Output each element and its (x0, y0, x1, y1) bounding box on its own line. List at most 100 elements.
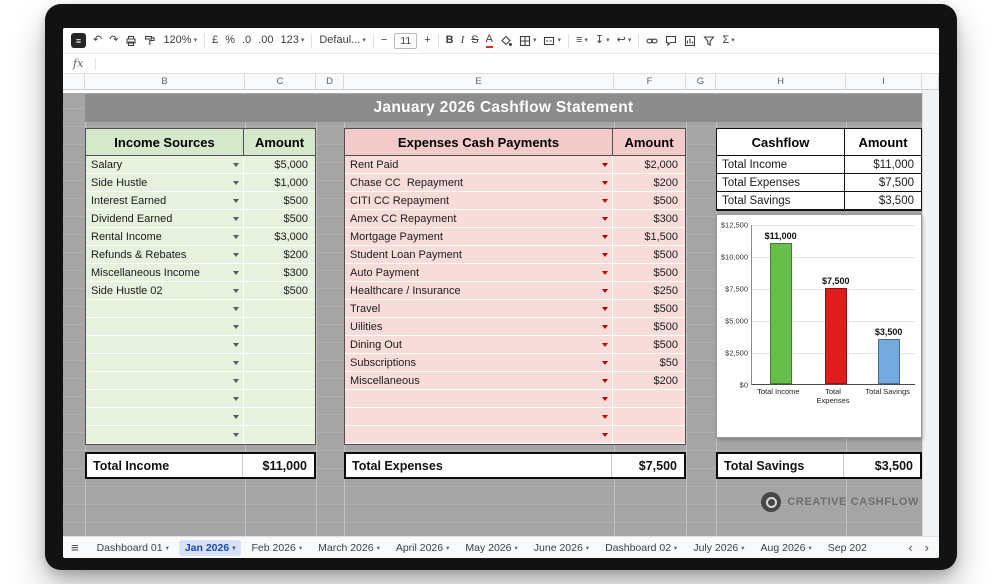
column-header-c[interactable]: C (245, 74, 316, 89)
expenses-amount-header[interactable]: Amount (624, 134, 674, 150)
table-row[interactable]: Side Hustle 02 $500 (86, 282, 315, 300)
increase-decimal-button[interactable]: .00 (258, 34, 274, 46)
zoom-select[interactable]: 120% ▾ (163, 34, 198, 46)
decrease-decimal-button[interactable]: .0 (242, 34, 252, 46)
table-row[interactable]: Refunds & Rebates $200 (86, 246, 315, 264)
dropdown-icon[interactable] (602, 198, 608, 203)
dropdown-icon[interactable] (233, 216, 239, 221)
table-row-empty[interactable] (345, 390, 685, 408)
sheet-tab-sep-2026[interactable]: Sep 202 (827, 541, 867, 554)
table-row[interactable]: Rent Paid $2,000 (345, 156, 685, 174)
income-header[interactable]: Income Sources (86, 129, 244, 155)
decrease-font-size-button[interactable]: − (380, 34, 388, 46)
italic-button[interactable]: I (460, 34, 465, 46)
table-row-empty[interactable] (86, 318, 315, 336)
sheet-tab-march-2026[interactable]: March 2026 ▾ (318, 541, 380, 554)
table-row[interactable]: Dining Out $500 (345, 336, 685, 354)
dropdown-icon[interactable] (602, 342, 608, 347)
sheet-tab-may-2026[interactable]: May 2026 ▾ (465, 541, 518, 554)
column-header-h[interactable]: H (716, 74, 846, 89)
table-row-empty[interactable] (86, 336, 315, 354)
table-row[interactable]: Auto Payment $500 (345, 264, 685, 282)
table-row-empty[interactable] (86, 300, 315, 318)
insert-comment-icon[interactable] (665, 35, 677, 47)
dropdown-icon[interactable] (233, 252, 239, 257)
table-row[interactable]: CITI CC Repayment $500 (345, 192, 685, 210)
strikethrough-button[interactable]: S (471, 34, 479, 46)
table-row-empty[interactable] (86, 354, 315, 372)
dropdown-icon[interactable] (602, 396, 608, 401)
tab-nav-prev-icon[interactable]: ‹ (908, 540, 913, 555)
dropdown-icon[interactable] (233, 234, 239, 239)
sheet-tab-july-2026[interactable]: July 2026 ▾ (693, 541, 745, 554)
table-row-empty[interactable] (86, 372, 315, 390)
text-color-button[interactable]: A (485, 33, 493, 48)
undo-icon[interactable]: ↶ (93, 34, 103, 46)
sheet-tab-dashboard-02[interactable]: Dashboard 02 ▾ (605, 541, 678, 554)
total-savings-row[interactable]: Total Savings $3,500 (716, 452, 922, 479)
redo-icon[interactable]: ↷ (109, 34, 119, 46)
table-row[interactable]: Total Expenses $7,500 (717, 174, 921, 192)
dropdown-icon[interactable] (233, 432, 239, 437)
all-sheets-icon[interactable]: ≡ (71, 540, 79, 555)
sheet-grid[interactable]: January 2026 Cashflow Statement Income S… (63, 90, 939, 536)
dropdown-icon[interactable] (602, 288, 608, 293)
table-row-empty[interactable] (86, 426, 315, 444)
dropdown-icon[interactable] (233, 378, 239, 383)
table-row[interactable]: Miscellaneous Income $300 (86, 264, 315, 282)
sheet-tab-aug-2026[interactable]: Aug 2026 ▾ (760, 541, 812, 554)
dropdown-icon[interactable] (233, 288, 239, 293)
dropdown-icon[interactable] (233, 198, 239, 203)
merge-cells-icon[interactable]: ▾ (543, 35, 561, 47)
tab-nav-next-icon[interactable]: › (924, 540, 929, 555)
borders-icon[interactable]: ▾ (519, 35, 536, 47)
sheet-tab-jan-2026[interactable]: Jan 2026 ▾ (178, 539, 242, 556)
bold-button[interactable]: B (445, 34, 454, 46)
filter-icon[interactable] (703, 35, 716, 47)
column-header-i[interactable]: I (846, 74, 922, 89)
table-row[interactable]: Subscriptions $50 (345, 354, 685, 372)
expenses-header[interactable]: Expenses Cash Payments (345, 129, 613, 155)
menu-toggle-icon[interactable]: ≡ (71, 33, 86, 48)
sheet-tab-dashboard-01[interactable]: Dashboard 01 ▾ (96, 541, 169, 554)
paint-format-icon[interactable] (144, 35, 156, 47)
print-icon[interactable] (125, 35, 137, 47)
table-row[interactable]: Student Loan Payment $500 (345, 246, 685, 264)
functions-button[interactable]: Σ ▾ (722, 34, 735, 46)
dropdown-icon[interactable] (602, 378, 608, 383)
table-row[interactable]: Side Hustle $1,000 (86, 174, 315, 192)
sheet-tab-june-2026[interactable]: June 2026 ▾ (533, 541, 590, 554)
dropdown-icon[interactable] (602, 234, 608, 239)
dropdown-icon[interactable] (233, 342, 239, 347)
increase-font-size-button[interactable]: + (424, 34, 431, 46)
table-row-empty[interactable] (345, 426, 685, 444)
table-row[interactable]: Mortgage Payment $1,500 (345, 228, 685, 246)
table-row[interactable]: Amex CC Repayment $300 (345, 210, 685, 228)
dropdown-icon[interactable] (602, 180, 608, 185)
column-header-f[interactable]: F (614, 74, 686, 89)
corner-cell[interactable] (63, 74, 85, 89)
dropdown-icon[interactable] (233, 360, 239, 365)
dropdown-icon[interactable] (233, 270, 239, 275)
table-row-empty[interactable] (345, 408, 685, 426)
table-row[interactable]: Total Income $11,000 (717, 156, 921, 174)
dropdown-icon[interactable] (233, 414, 239, 419)
dropdown-icon[interactable] (233, 324, 239, 329)
table-row[interactable]: Healthcare / Insurance $250 (345, 282, 685, 300)
scrollbar[interactable] (922, 90, 939, 536)
cashflow-bar-chart[interactable]: $12,500 $10,000 $7,500 $5,000 $2,500 $0 (716, 214, 922, 438)
dropdown-icon[interactable] (602, 432, 608, 437)
dropdown-icon[interactable] (602, 360, 608, 365)
dropdown-icon[interactable] (602, 252, 608, 257)
dropdown-icon[interactable] (233, 180, 239, 185)
dropdown-icon[interactable] (233, 306, 239, 311)
table-row[interactable]: Miscellaneous $200 (345, 372, 685, 390)
column-header-e[interactable]: E (344, 74, 614, 89)
sheet-tab-april-2026[interactable]: April 2026 ▾ (395, 541, 450, 554)
cashflow-amount-header[interactable]: Amount (858, 134, 908, 150)
column-header-g[interactable]: G (686, 74, 716, 89)
insert-chart-icon[interactable] (684, 35, 696, 47)
sheet-tab-feb-2026[interactable]: Feb 2026 ▾ (251, 541, 303, 554)
table-row[interactable]: Salary $5,000 (86, 156, 315, 174)
table-row[interactable]: Rental Income $3,000 (86, 228, 315, 246)
